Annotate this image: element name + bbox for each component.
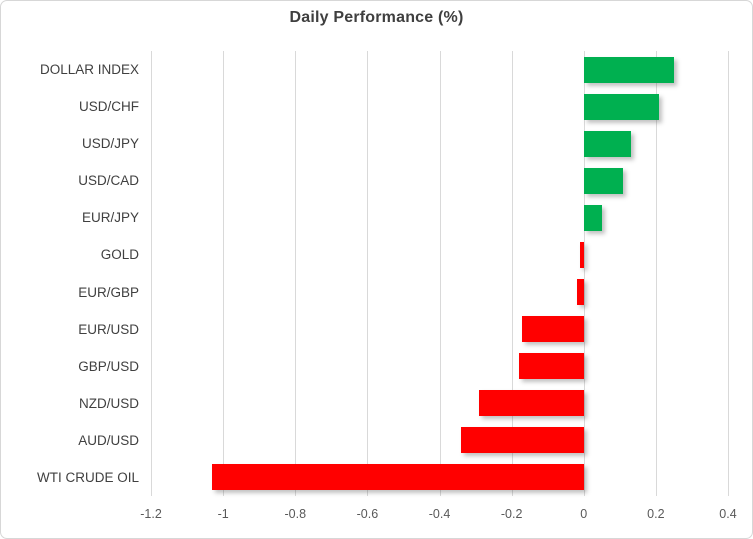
category-label: NZD/USD — [79, 395, 139, 411]
bar — [583, 204, 602, 231]
gridline — [655, 51, 657, 496]
x-tick-label: 0.2 — [647, 507, 665, 521]
category-label: USD/JPY — [81, 136, 139, 152]
category-label: EUR/USD — [78, 321, 139, 337]
category-label: GOLD — [100, 247, 139, 263]
bar — [583, 93, 660, 120]
value-axis: -1.2 -1 -0.8 -0.6 -0.4 -0.2 0 0.2 0.4 — [1, 507, 752, 527]
category-label: EUR/JPY — [81, 210, 139, 226]
bar — [212, 464, 584, 491]
gridline — [511, 51, 513, 496]
x-tick-label: -1 — [217, 507, 229, 521]
bar — [583, 167, 624, 194]
chart-title: Daily Performance (%) — [289, 9, 464, 26]
plot-area — [151, 51, 729, 496]
category-label: EUR/GBP — [78, 284, 139, 300]
x-tick-label: 0 — [580, 507, 588, 521]
gridline — [439, 51, 441, 496]
gridline — [223, 51, 225, 496]
gridline — [583, 51, 585, 496]
category-label: DOLLAR INDEX — [39, 62, 139, 77]
x-tick-label: -0.8 — [284, 507, 307, 521]
gridline — [151, 51, 152, 496]
bar — [576, 279, 584, 306]
category-label: GBP/USD — [78, 358, 139, 374]
gridline — [728, 51, 729, 496]
category-label: AUD/USD — [78, 432, 139, 448]
x-tick-label: -0.2 — [500, 507, 523, 521]
bar — [479, 390, 584, 417]
category-label: USD/CHF — [79, 99, 139, 115]
bar — [583, 130, 631, 157]
x-tick-label: -1.2 — [140, 507, 162, 521]
category-label: USD/CAD — [78, 173, 139, 189]
x-tick-label: -0.6 — [356, 507, 379, 521]
gridline — [367, 51, 369, 496]
x-tick-label: -0.4 — [428, 507, 451, 521]
category-axis: DOLLAR INDEX USD/CHF USD/JPY USD/CAD EUR/JPY… — [1, 51, 139, 496]
bar — [583, 56, 674, 83]
bar — [518, 353, 584, 380]
bar — [522, 316, 584, 343]
bar — [580, 241, 584, 268]
bar — [461, 427, 584, 454]
category-label: WTI CRUDE OIL — [36, 469, 139, 485]
gridline — [295, 51, 297, 496]
x-tick-label: 0.4 — [719, 507, 737, 521]
